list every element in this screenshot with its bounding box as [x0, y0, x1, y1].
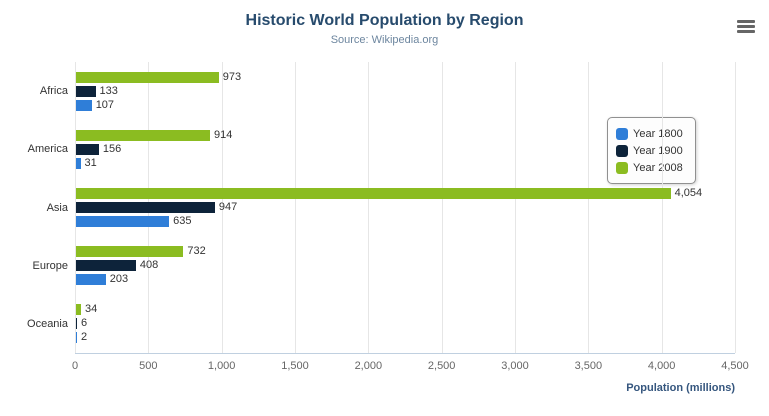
hamburger-line [737, 30, 755, 33]
bar-year-1900[interactable] [76, 143, 99, 155]
bar-year-2008[interactable] [76, 304, 81, 316]
bar-value-label: 973 [222, 70, 242, 83]
bar-year-1800[interactable] [76, 157, 81, 169]
x-tick-label: 3,500 [574, 360, 603, 372]
bar-year-2008[interactable] [76, 188, 671, 199]
legend-item-year-1900[interactable]: Year 1900 [616, 142, 683, 159]
chart-subtitle: Source: Wikipedia.org [330, 34, 439, 46]
bar-year-1800[interactable] [76, 99, 92, 111]
bar-value-label: 6 [81, 317, 88, 330]
hamburger-menu-icon[interactable] [737, 20, 755, 33]
x-tick-label: 0 [71, 360, 79, 372]
legend-label: Year 1800 [633, 127, 683, 140]
bar-year-2008[interactable] [76, 71, 219, 83]
bar-year-1900[interactable] [76, 202, 215, 213]
bar-value-label: 635 [173, 215, 192, 227]
bar-value-label: 156 [102, 142, 122, 155]
bar-value-label: 203 [109, 273, 129, 286]
x-tick-label: 4,000 [647, 360, 676, 372]
x-tick-label: 2,500 [427, 360, 456, 372]
y-axis-category-label: America [27, 143, 68, 156]
x-tick-label: 4,500 [721, 360, 749, 372]
bar-value-label: 34 [84, 303, 98, 316]
x-tick-label: 2,000 [354, 360, 383, 372]
x-tick-label: 3,000 [501, 360, 529, 372]
bar-year-1800[interactable] [76, 332, 77, 344]
bar-value-label: 31 [84, 156, 97, 169]
bar-value-label: 133 [99, 84, 118, 97]
x-axis-title: Population (millions) [626, 382, 735, 394]
x-axis-line [75, 353, 735, 354]
y-axis-category-label: Europe [32, 259, 68, 272]
bar-year-1900[interactable] [76, 260, 136, 272]
bar-value-label: 4,054 [674, 187, 703, 199]
bar-value-label: 732 [187, 245, 206, 258]
bar-value-label: 408 [139, 259, 159, 272]
x-tick-label: 1,000 [207, 360, 236, 372]
x-gridline [661, 62, 663, 353]
chart-title: Historic World Population by Region [245, 12, 524, 29]
legend-label: Year 2008 [633, 161, 683, 174]
bar-value-label: 947 [218, 201, 238, 213]
bar-year-2008[interactable] [76, 129, 211, 141]
bar-year-1900[interactable] [76, 85, 96, 97]
x-gridline [295, 62, 296, 353]
x-gridline [368, 62, 370, 353]
bar-year-1900[interactable] [76, 318, 77, 330]
bar-value-label: 914 [214, 128, 233, 141]
x-gridline [515, 62, 516, 353]
bar-year-1800[interactable] [76, 274, 106, 286]
x-gridline [75, 62, 76, 353]
bar-value-label: 107 [95, 98, 115, 111]
legend-swatch [616, 127, 628, 140]
legend-item-year-2008[interactable]: Year 2008 [616, 159, 683, 176]
y-axis-category-label: Asia [46, 201, 68, 214]
legend: Year 1800 Year 1900 Year 2008 [607, 117, 696, 184]
legend-label: Year 1900 [633, 144, 683, 157]
x-gridline [221, 62, 223, 353]
hamburger-line [737, 20, 755, 23]
legend-swatch [616, 144, 628, 157]
bar-year-1800[interactable] [76, 216, 170, 227]
x-gridline [588, 62, 590, 353]
bar-year-2008[interactable] [76, 246, 184, 258]
bar-value-label: 2 [81, 331, 88, 344]
y-axis-category-label: Oceania [27, 317, 68, 330]
x-tick-label: 500 [139, 360, 158, 372]
x-gridline [735, 62, 736, 353]
x-gridline [441, 62, 443, 353]
legend-swatch [616, 161, 628, 174]
y-axis-category-label: Africa [39, 85, 68, 98]
x-tick-label: 1,500 [281, 360, 309, 372]
legend-item-year-1800[interactable]: Year 1800 [616, 125, 683, 142]
hamburger-line [737, 25, 755, 28]
